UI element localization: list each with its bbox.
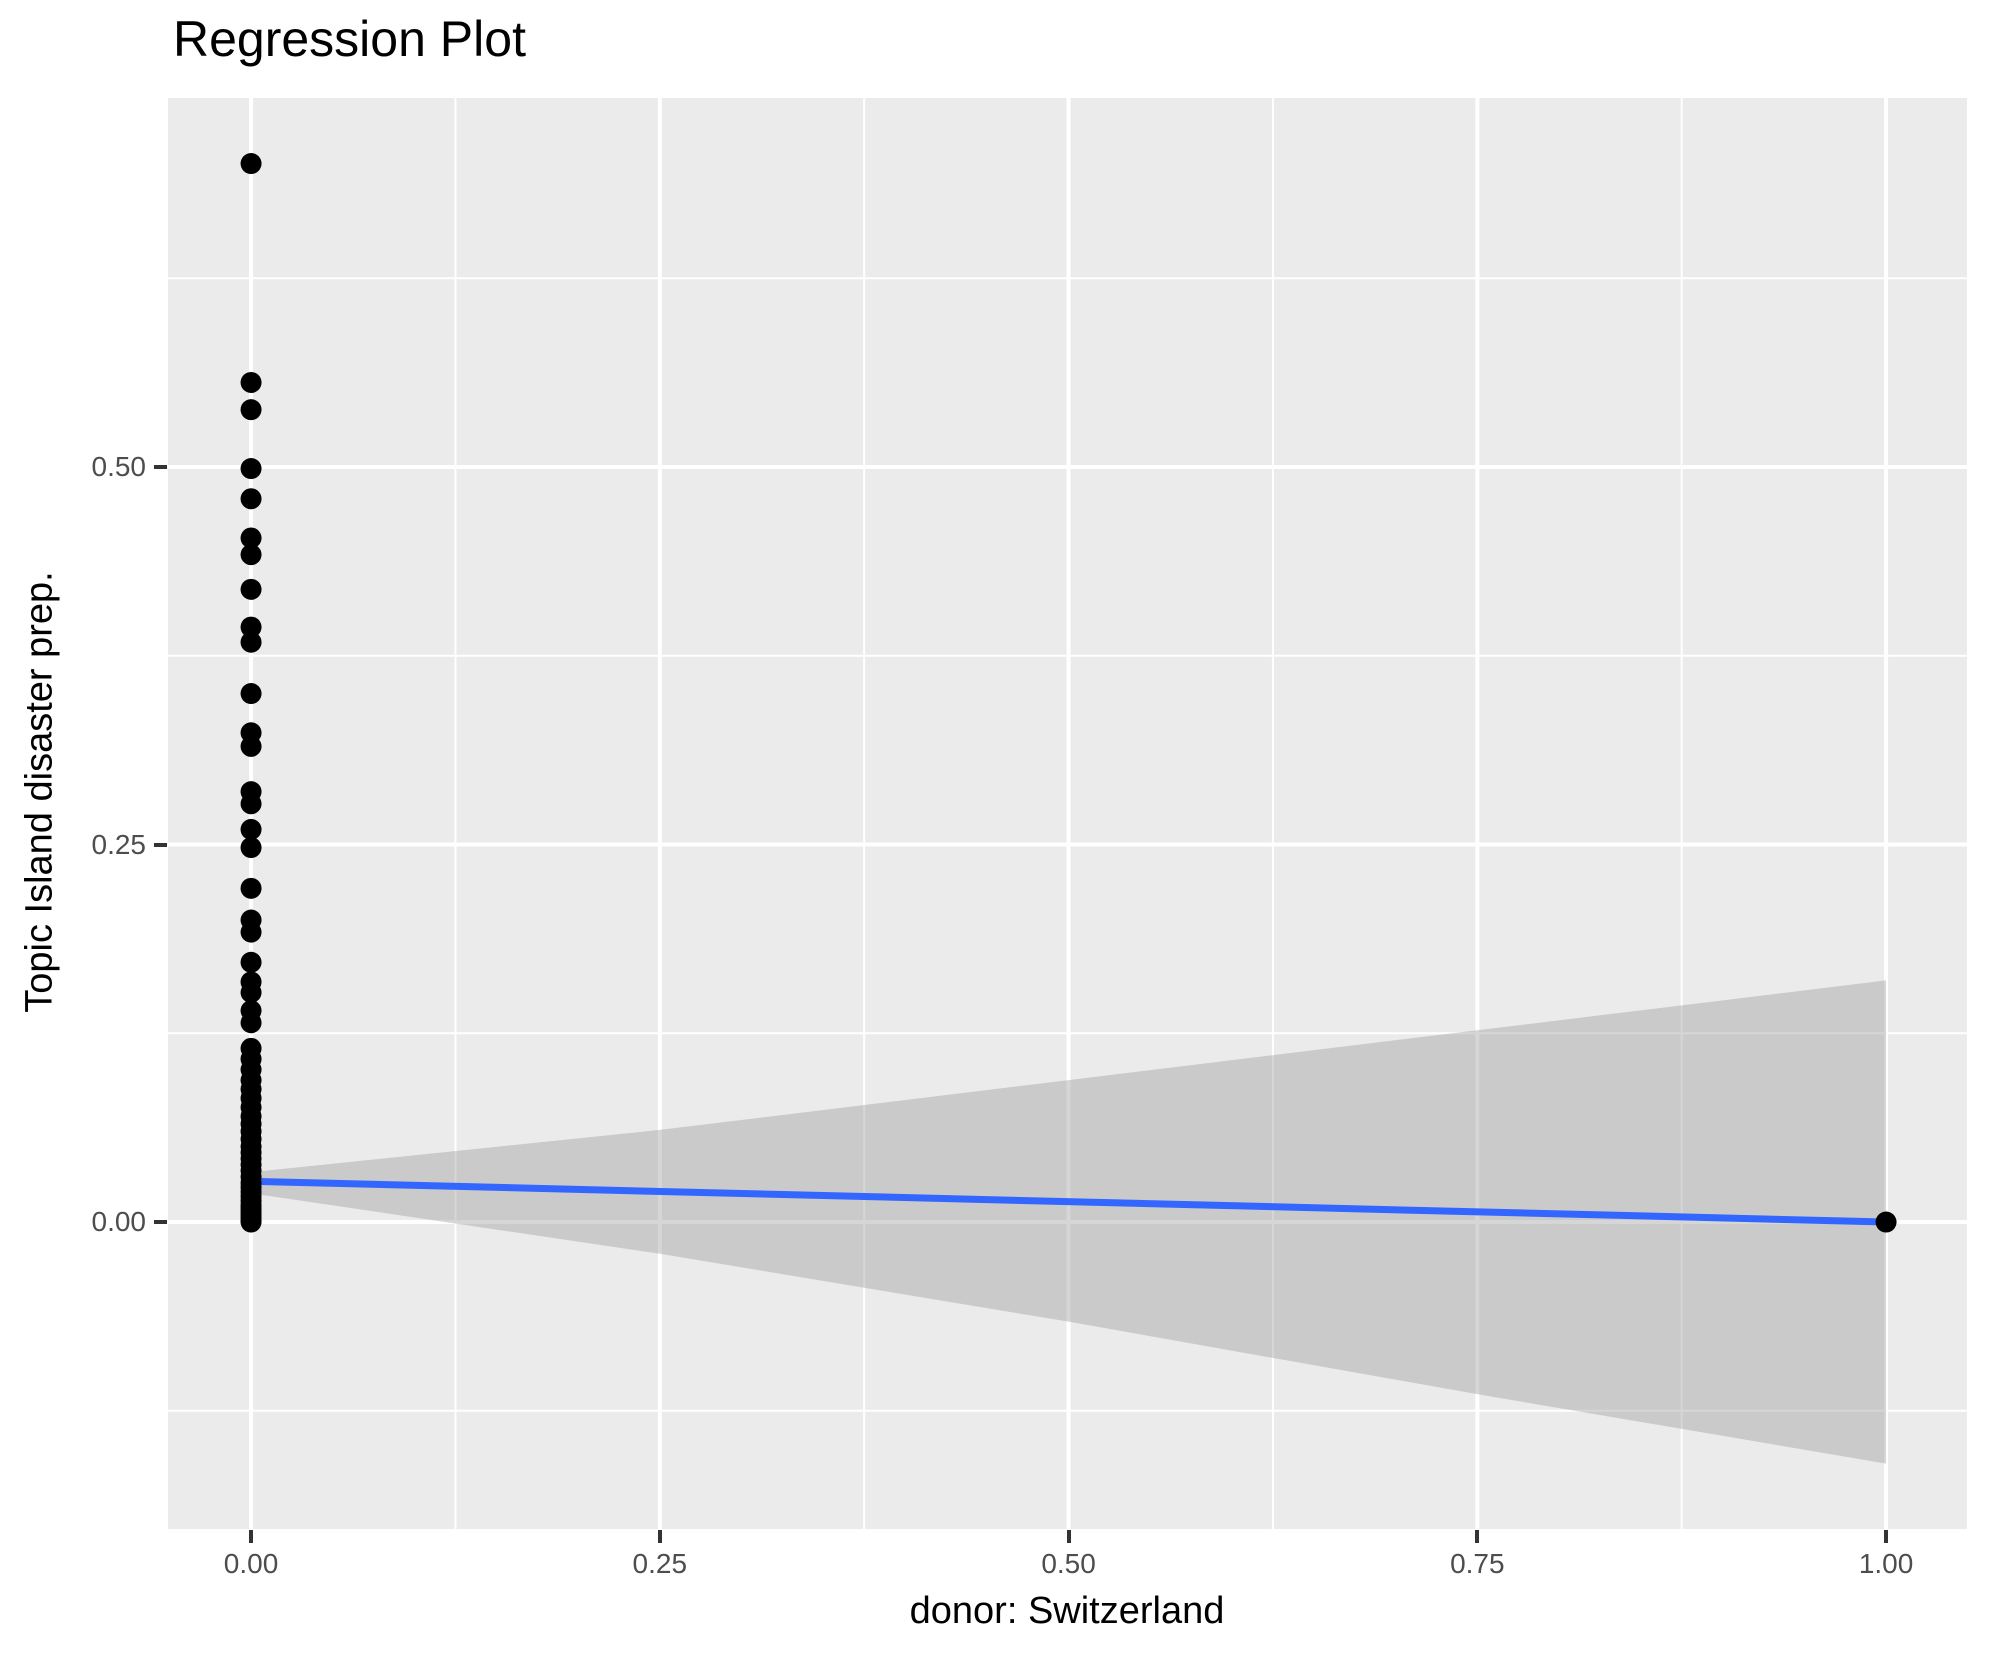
x-tick-mark	[657, 1530, 662, 1543]
confidence-band	[251, 980, 1887, 1464]
y-axis-title: Topic Island disaster prep.	[18, 571, 61, 1013]
data-point	[240, 921, 262, 943]
y-tick-mark	[154, 842, 167, 847]
data-point	[240, 153, 262, 175]
data-point	[240, 631, 262, 653]
data-point	[1875, 1211, 1897, 1233]
x-tick-label: 0.50	[1041, 1548, 1096, 1579]
data-point	[240, 371, 262, 393]
x-tick-label: 0.00	[223, 1548, 279, 1579]
data-point	[240, 488, 262, 510]
data-point	[240, 818, 262, 840]
y-tick-mark	[154, 1220, 167, 1225]
data-point	[240, 578, 262, 600]
x-tick-mark	[1884, 1530, 1889, 1543]
plot-title: Regression Plot	[173, 11, 526, 67]
x-tick-mark	[1475, 1530, 1480, 1543]
data-point	[240, 616, 262, 638]
data-point	[240, 1012, 262, 1034]
x-axis-title: donor: Switzerland	[909, 1590, 1225, 1632]
x-tick-mark	[249, 1530, 254, 1543]
y-tick-mark	[154, 465, 167, 470]
data-point	[240, 544, 262, 566]
y-tick-label: 0.00	[91, 1206, 147, 1238]
data-point	[240, 399, 262, 421]
plot-panel	[168, 98, 1967, 1529]
chart-canvas	[168, 98, 1967, 1529]
x-tick-label: 0.25	[632, 1548, 688, 1579]
data-point	[240, 683, 262, 705]
y-tick-label: 0.25	[91, 828, 147, 860]
x-tick-mark	[1066, 1530, 1071, 1543]
data-point	[240, 458, 262, 480]
data-point	[240, 735, 262, 757]
data-point	[240, 877, 262, 899]
data-point	[240, 793, 262, 815]
y-tick-label: 0.50	[91, 451, 147, 483]
x-tick-label: 1.00	[1858, 1548, 1914, 1579]
data-point	[240, 837, 262, 859]
regression-line	[250, 1177, 1887, 1226]
data-point	[240, 982, 262, 1004]
data-point	[240, 1211, 262, 1233]
data-point	[240, 527, 262, 549]
data-point	[240, 951, 262, 973]
x-tick-label: 0.75	[1450, 1548, 1505, 1579]
